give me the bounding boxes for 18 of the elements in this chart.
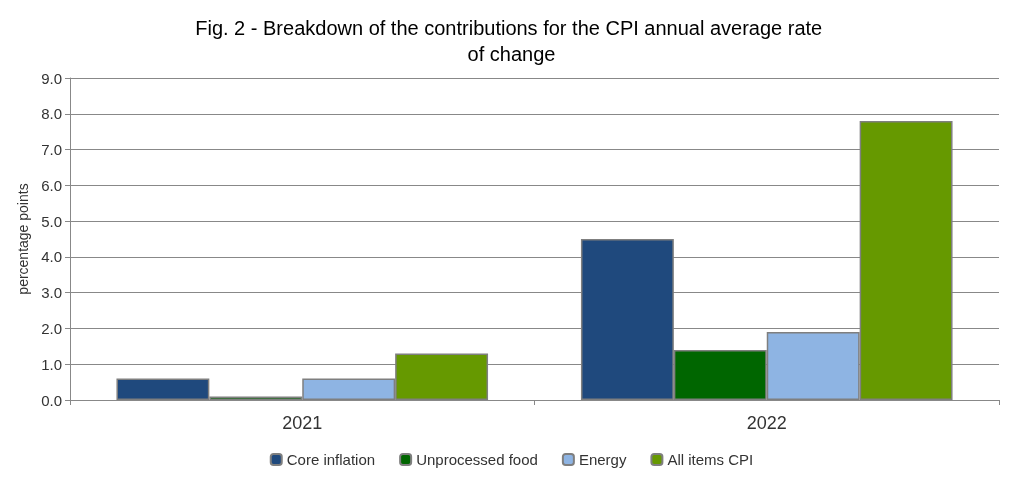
y-tick-label: 7.0 xyxy=(41,141,62,159)
x-tick-label: 2022 xyxy=(746,413,787,433)
legend-label: Energy xyxy=(578,451,627,468)
chart-title: Fig. 2 - Breakdown of the contributions for the CPI annual average rate of change xyxy=(195,17,828,65)
y-tick-label: 2.0 xyxy=(41,319,62,337)
y-tick-label: 5.0 xyxy=(41,212,62,230)
y-tick-label: 6.0 xyxy=(41,176,62,194)
y-tick-label: 9.0 xyxy=(41,69,62,87)
legend-label: Core inflation xyxy=(286,451,376,468)
legend-label: Unprocessed food xyxy=(416,451,538,468)
y-tick-label: 8.0 xyxy=(41,105,62,123)
legend-label: All items CPI xyxy=(667,451,754,468)
y-tick-label: 3.0 xyxy=(41,284,62,302)
y-axis-title: percentage points xyxy=(15,183,31,295)
y-tick-label: 4.0 xyxy=(41,248,62,266)
y-tick-label: 0.0 xyxy=(41,391,62,409)
y-tick-label: 1.0 xyxy=(41,355,62,373)
x-tick-label: 2021 xyxy=(282,413,323,433)
